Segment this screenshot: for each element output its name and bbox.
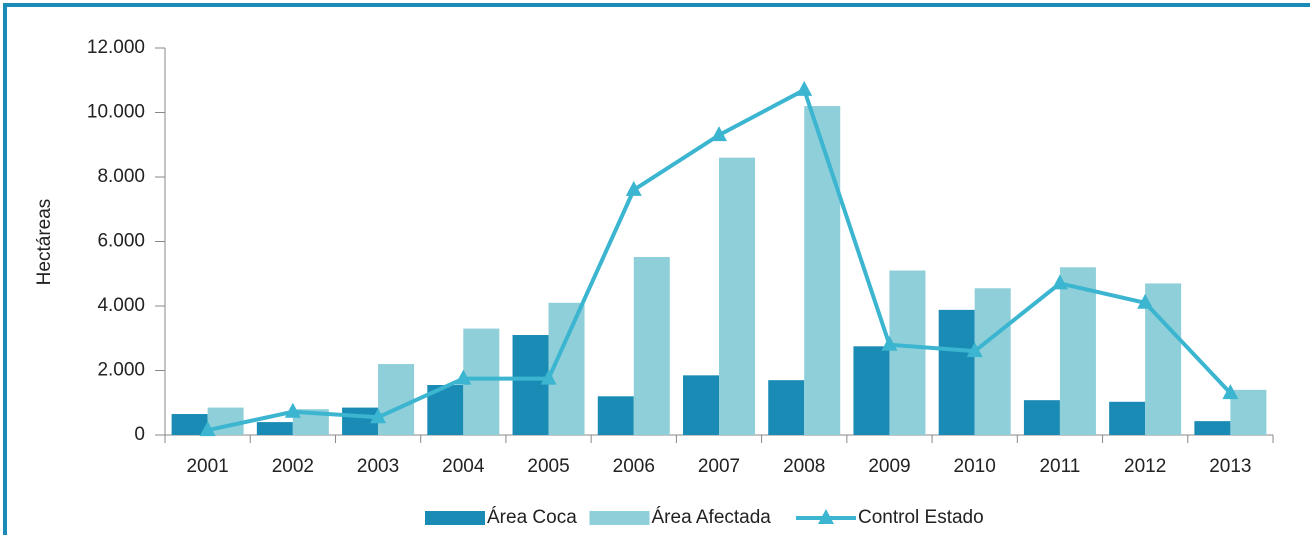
y-tick-label: 8.000	[97, 166, 145, 187]
y-tick-label: 12.000	[87, 37, 145, 58]
y-tick-label: 10.000	[87, 102, 145, 123]
x-tick-label: 2006	[613, 456, 655, 477]
line-marker	[284, 402, 301, 418]
line-marker	[966, 342, 983, 358]
line-marker	[1051, 274, 1068, 290]
y-tick-label: 2.000	[97, 360, 145, 381]
y-tick-label: 6.000	[97, 231, 145, 252]
bar	[633, 256, 670, 435]
bar	[512, 335, 549, 435]
line-marker	[455, 369, 472, 385]
x-tick-label: 2007	[698, 456, 740, 477]
bar	[974, 288, 1011, 435]
line-marker	[818, 509, 834, 524]
line-marker	[625, 180, 642, 196]
line-marker	[370, 408, 387, 424]
line-marker	[199, 421, 216, 437]
bar	[768, 380, 805, 435]
line-marker	[1222, 384, 1239, 400]
bar	[171, 414, 208, 435]
x-tick-label: 2003	[357, 456, 399, 477]
legend-label: Control Estado	[858, 507, 984, 528]
bar	[256, 422, 293, 435]
legend-swatch	[589, 511, 650, 525]
frame	[3, 3, 1310, 535]
line-marker	[881, 335, 898, 351]
x-tick-label: 2004	[442, 456, 485, 477]
x-tick-label: 2010	[954, 456, 996, 477]
bar	[889, 270, 926, 435]
bar	[1194, 421, 1231, 435]
x-tick-label: 2005	[527, 456, 569, 477]
line-marker	[796, 80, 813, 96]
x-tick-label: 2012	[1124, 456, 1166, 477]
legend-swatch	[425, 511, 485, 525]
x-tick-label: 2008	[783, 456, 825, 477]
y-tick-label: 4.000	[97, 295, 145, 316]
x-tick-label: 2011	[1039, 456, 1080, 477]
line-marker	[1137, 293, 1154, 309]
bar	[597, 396, 634, 435]
y-tick-label: 0	[134, 424, 145, 445]
x-tick-label: 2001	[186, 456, 228, 477]
bar	[804, 106, 841, 436]
bar	[938, 309, 975, 435]
y-axis-label: Hectáreas	[34, 199, 55, 286]
legend-label: Área Afectada	[652, 507, 772, 528]
bar	[853, 346, 890, 435]
line-marker	[711, 126, 727, 142]
bar	[1109, 401, 1146, 435]
x-tick-label: 2002	[272, 456, 314, 477]
bar	[378, 364, 415, 435]
bar	[1023, 400, 1060, 435]
line-marker	[540, 369, 557, 385]
x-tick-label: 2009	[868, 456, 910, 477]
bar	[683, 375, 719, 435]
bar	[1059, 267, 1096, 435]
bar	[719, 157, 755, 435]
legend-label: Área Coca	[487, 507, 577, 528]
x-tick-label: 2013	[1209, 456, 1251, 477]
